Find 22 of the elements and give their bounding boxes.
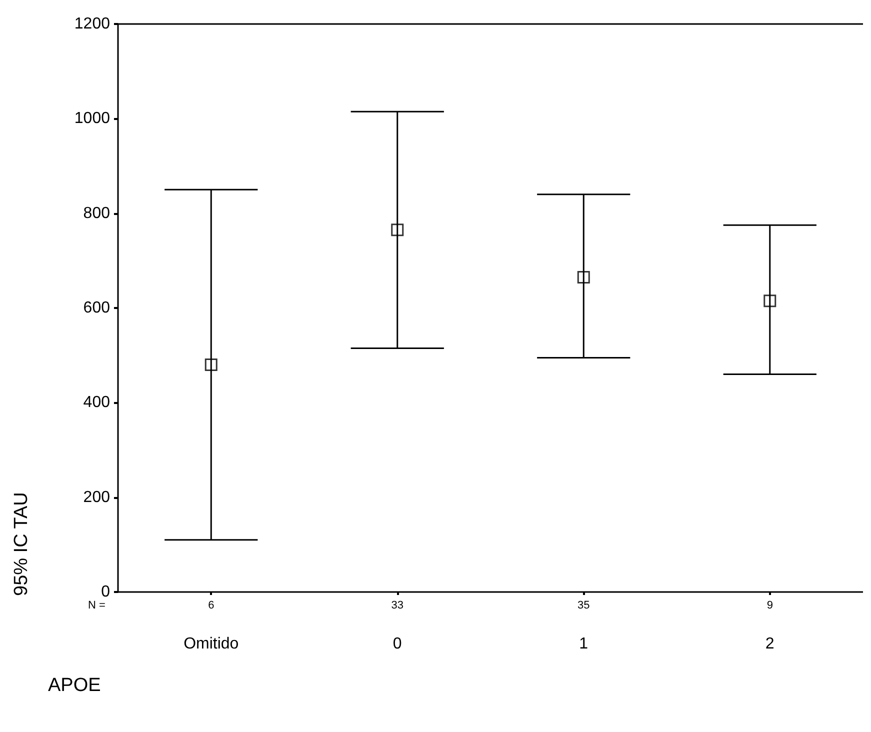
point [577,270,590,284]
y-tick-label: 1000 [74,110,110,128]
x-tick-label: Omitido [184,636,239,652]
y-tick-label: 400 [83,394,110,412]
y-tick-label: 0 [101,584,110,600]
annotation: 33 [391,600,404,612]
x-tick-label: 2 [765,636,774,652]
point [204,358,218,372]
y-tick-label: 600 [83,300,110,316]
x-tick-label: 0 [392,636,402,652]
annotation: 6 [208,600,214,612]
annotation: 9 [766,600,773,612]
x-axis-title: APOE [48,675,101,696]
point [764,294,776,308]
x-tick-label: 1 [579,636,588,652]
text: N = [88,600,106,612]
y-tick-label: 200 [83,488,110,506]
y-axis-title: 95% IC TAU [11,492,32,596]
point [391,224,404,236]
annotation: 35 [578,600,590,612]
y-tick-label: 800 [83,204,110,222]
y-tick-label: 1200 [74,16,110,32]
